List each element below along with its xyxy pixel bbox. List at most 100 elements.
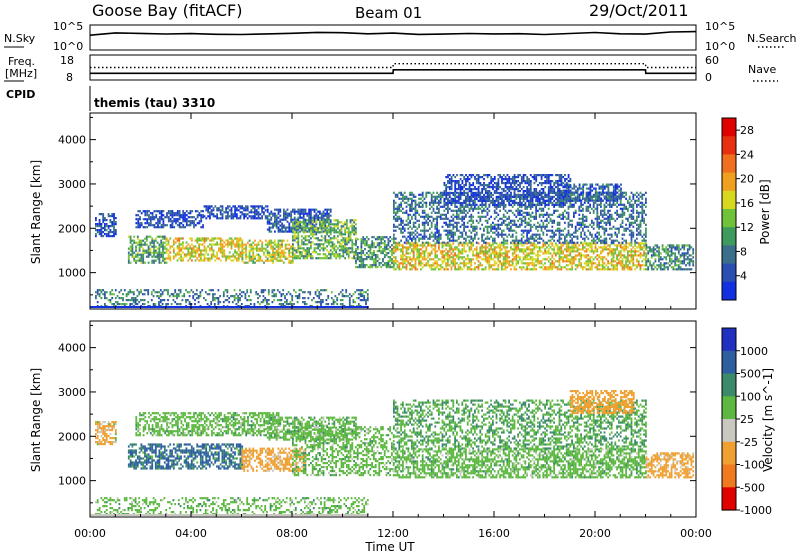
power-echo-cell bbox=[628, 242, 631, 245]
power-echo-cell bbox=[329, 257, 332, 260]
power-echo-cell bbox=[369, 248, 372, 251]
power-echo-cell bbox=[138, 259, 141, 262]
power-echo-cell bbox=[153, 216, 156, 219]
power-echo-cell bbox=[636, 191, 638, 194]
power-echo-cell bbox=[210, 249, 213, 252]
power-echo-cell bbox=[420, 260, 422, 263]
power-echo-cell bbox=[614, 231, 617, 234]
power-echo-cell bbox=[515, 244, 518, 247]
power-echo-cell bbox=[596, 264, 599, 267]
power-echo-cell bbox=[636, 219, 638, 222]
power-echo-cell bbox=[558, 258, 561, 261]
power-echo-cell bbox=[191, 255, 193, 258]
power-echo-cell bbox=[474, 266, 476, 269]
power-echo-cell bbox=[472, 195, 474, 198]
power-echo-cell bbox=[436, 264, 438, 267]
power-echo-cell bbox=[277, 243, 280, 246]
power-echo-cell bbox=[340, 243, 343, 246]
power-echo-cell bbox=[396, 266, 399, 269]
power-echo-cell bbox=[425, 250, 428, 253]
power-echo-cell bbox=[245, 205, 247, 208]
power-echo-cell bbox=[537, 254, 539, 257]
power-echo-cell bbox=[407, 241, 410, 244]
power-echo-cell bbox=[483, 227, 485, 230]
power-echo-cell bbox=[337, 253, 339, 256]
power-echo-cell bbox=[136, 235, 139, 238]
power-echo-cell bbox=[475, 231, 478, 234]
power-echo-cell bbox=[420, 252, 422, 255]
power-echo-cell bbox=[412, 221, 415, 224]
power-echo-cell bbox=[138, 243, 141, 246]
power-echo-cell bbox=[185, 220, 188, 223]
power-echo-cell bbox=[447, 262, 449, 265]
power-echo-cell bbox=[365, 236, 368, 239]
power-echo-cell bbox=[609, 252, 611, 255]
power-echo-cell bbox=[502, 268, 505, 271]
power-echo-cell bbox=[362, 258, 365, 261]
power-echo-cell bbox=[639, 248, 642, 251]
power-echo-cell bbox=[533, 262, 536, 265]
power-echo-cell bbox=[567, 241, 570, 244]
power-echo-cell bbox=[625, 191, 627, 194]
power-echo-cell bbox=[310, 237, 312, 240]
power-echo-cell bbox=[524, 225, 527, 228]
power-echo-cell bbox=[209, 259, 211, 262]
power-echo-cell bbox=[607, 233, 609, 236]
power-echo-cell bbox=[504, 264, 507, 267]
power-echo-cell bbox=[200, 237, 202, 240]
power-echo-cell bbox=[317, 210, 319, 213]
power-echo-cell bbox=[279, 247, 282, 250]
power-echo-cell bbox=[429, 203, 431, 206]
power-echo-cell bbox=[574, 225, 577, 228]
power-echo-cell bbox=[135, 226, 138, 229]
power-echo-cell bbox=[470, 258, 473, 261]
power-echo-cell bbox=[502, 207, 505, 210]
power-echo-cell bbox=[407, 217, 410, 220]
power-echo-cell bbox=[414, 244, 417, 247]
power-echo-cell bbox=[191, 253, 193, 256]
power-echo-cell bbox=[259, 255, 262, 258]
power-echo-cell bbox=[295, 257, 298, 260]
power-echo-cell bbox=[461, 209, 464, 212]
power-echo-cell bbox=[448, 233, 451, 236]
power-echo-cell bbox=[155, 214, 158, 217]
power-echo-cell bbox=[178, 216, 181, 219]
power-echo-cell bbox=[526, 229, 528, 232]
power-echo-cell bbox=[504, 250, 507, 253]
power-echo-cell bbox=[382, 236, 384, 239]
power-echo-cell bbox=[353, 225, 355, 228]
power-echo-cell bbox=[387, 242, 390, 245]
power-echo-cell bbox=[328, 241, 330, 244]
power-echo-cell bbox=[232, 253, 235, 256]
power-echo-cell bbox=[542, 244, 545, 247]
power-echo-cell bbox=[540, 262, 543, 265]
power-echo-cell bbox=[596, 254, 599, 257]
power-echo-cell bbox=[228, 237, 231, 240]
power-echo-cell bbox=[291, 255, 294, 258]
power-echo-cell bbox=[452, 250, 455, 253]
power-echo-cell bbox=[612, 268, 615, 271]
power-echo-cell bbox=[163, 261, 166, 264]
power-echo-cell bbox=[342, 233, 345, 236]
power-echo-cell bbox=[448, 223, 451, 226]
power-echo-cell bbox=[472, 229, 474, 232]
power-echo-cell bbox=[178, 251, 181, 254]
power-echo-cell bbox=[438, 199, 440, 202]
power-echo-cell bbox=[299, 225, 301, 228]
power-echo-cell bbox=[452, 213, 455, 216]
power-echo-cell bbox=[531, 258, 534, 261]
power-echo-cell bbox=[266, 217, 269, 220]
power-echo-cell bbox=[349, 233, 352, 236]
power-echo-cell bbox=[510, 209, 512, 212]
power-echo-cell bbox=[618, 250, 620, 253]
power-echo-cell bbox=[501, 248, 503, 251]
nsky-panel: N.Sky 10^5 10^0 10^5 10^0 N.Search bbox=[4, 20, 797, 53]
power-echo-cell bbox=[412, 254, 415, 257]
power-echo-cell bbox=[319, 221, 321, 224]
power-echo-cell bbox=[486, 252, 489, 255]
power-echo-cell bbox=[393, 248, 395, 251]
power-echo-cell bbox=[490, 258, 492, 261]
power-echo-cell bbox=[601, 250, 604, 253]
power-echo-cell bbox=[261, 243, 264, 246]
power-echo-cell bbox=[513, 252, 516, 255]
